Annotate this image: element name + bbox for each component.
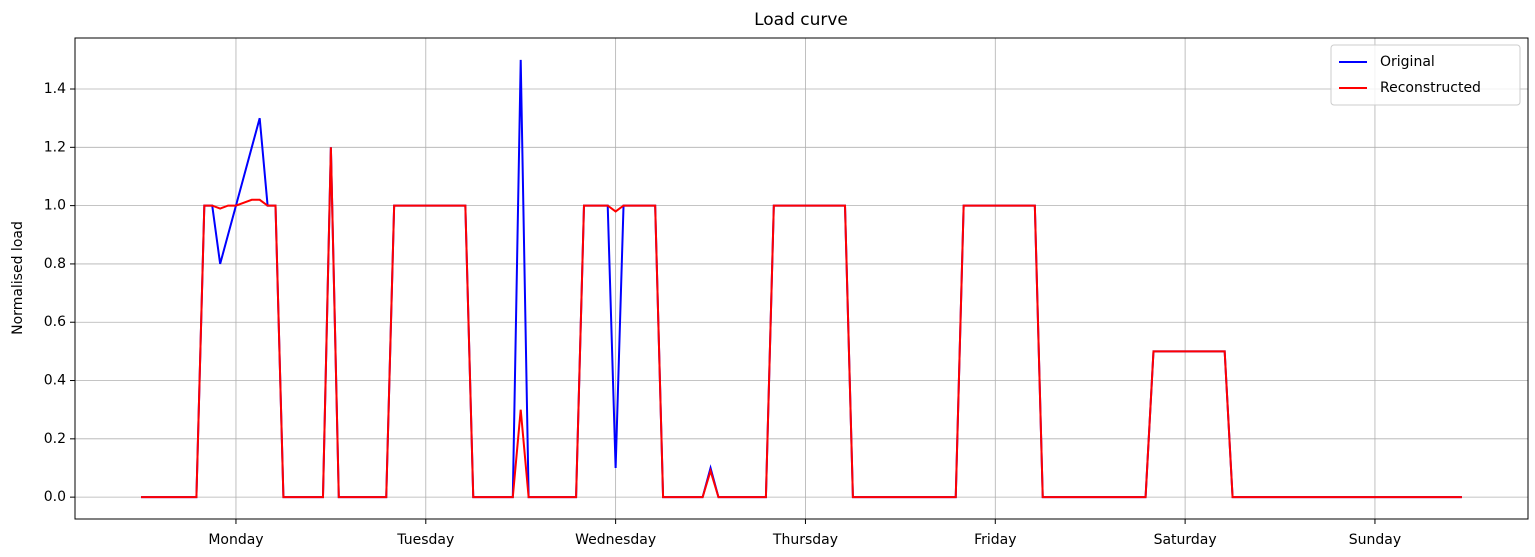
y-tick-label: 0.0 (44, 489, 66, 505)
chart-title: Load curve (754, 10, 848, 30)
y-tick-label: 0.2 (44, 431, 66, 447)
y-tick-label: 1.0 (44, 198, 66, 214)
x-tick-label: Wednesday (575, 532, 656, 548)
x-tick-label: Thursday (772, 532, 838, 548)
y-tick-label: 1.4 (44, 81, 66, 97)
plot-frame (74, 37, 1529, 520)
y-tick-label: 1.2 (44, 139, 66, 155)
legend-box (1330, 44, 1521, 106)
legend-label: Reconstructed (1380, 80, 1481, 96)
y-tick-label: 0.8 (44, 256, 66, 272)
series-line (141, 147, 1462, 499)
y-tick-label: 0.4 (44, 373, 66, 389)
y-tick-label: 0.6 (44, 314, 66, 330)
x-tick-label: Tuesday (396, 532, 454, 548)
x-tick-label: Saturday (1154, 532, 1217, 548)
y-axis-label: Normalised load (10, 221, 26, 335)
x-tick-label: Monday (208, 532, 263, 548)
series-line (141, 59, 1462, 499)
x-tick-label: Sunday (1349, 532, 1401, 548)
x-tick-label: Friday (974, 532, 1016, 548)
legend-label: Original (1380, 54, 1435, 70)
